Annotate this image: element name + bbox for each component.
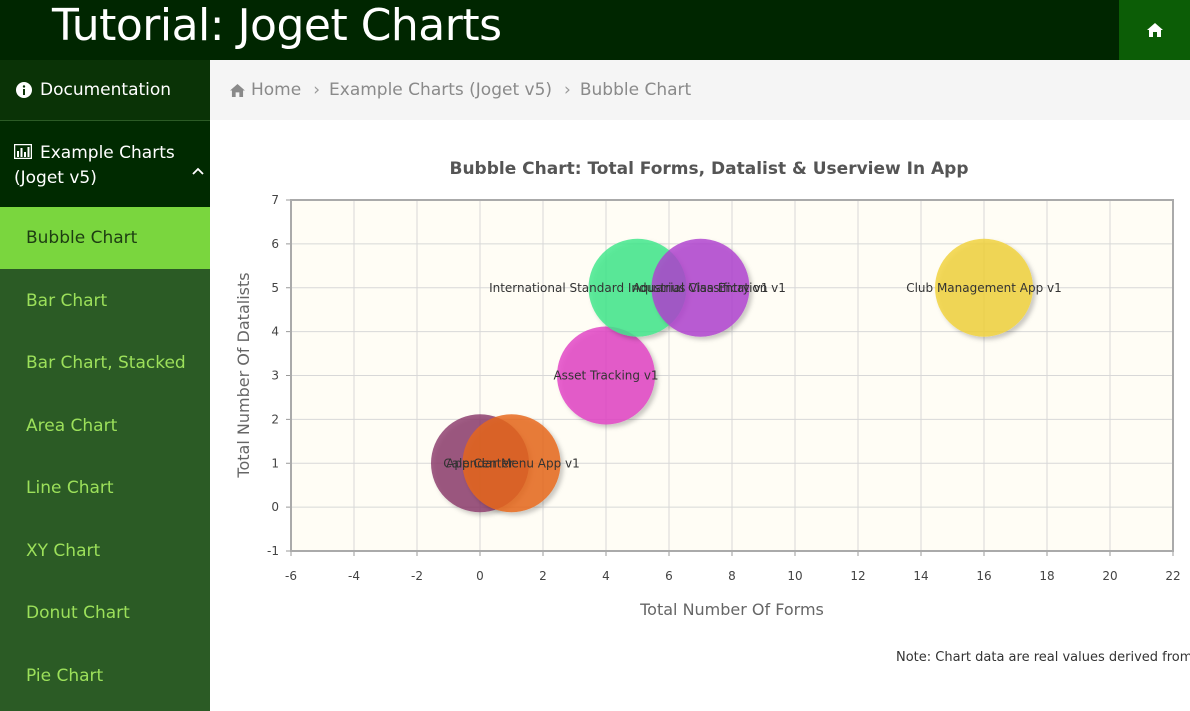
y-tick-label: 0 (271, 500, 279, 514)
bubble-label: Aquarius Visa Entry v1 (633, 281, 769, 295)
x-tick-label: 6 (665, 569, 673, 583)
home-button[interactable] (1119, 0, 1190, 60)
sidebar-item-label: Bar Chart, Stacked (26, 353, 186, 373)
chart-note: Note: Chart data are real values derived… (896, 650, 1190, 665)
sidebar-group-label: Example Charts (Joget v5) (14, 143, 175, 188)
x-tick-label: 8 (728, 569, 736, 583)
x-tick-label: 4 (602, 569, 610, 583)
sidebar-item-label: Documentation (40, 80, 172, 100)
sidebar-item-label: Bubble Chart (26, 228, 138, 248)
sidebar-item-bar-chart-stacked[interactable]: Bar Chart, Stacked (0, 332, 210, 394)
y-tick-label: 1 (271, 456, 279, 470)
y-tick-label: -1 (267, 544, 279, 558)
sidebar-item-label: Pie Chart (26, 666, 104, 686)
x-tick-label: 20 (1102, 569, 1117, 583)
sidebar-item-pie-chart[interactable]: Pie Chart (0, 645, 210, 707)
info-circle-icon (16, 82, 32, 98)
y-tick-label: 3 (271, 369, 279, 383)
chart-container: Bubble Chart: Total Forms, Datalist & Us… (210, 120, 1190, 665)
x-tick-label: 10 (787, 569, 802, 583)
sidebar: Documentation Example Charts (Joget v5) … (0, 60, 210, 711)
x-tick-label: 18 (1039, 569, 1054, 583)
bubble (557, 326, 655, 425)
sidebar-item-label: Bar Chart (26, 291, 108, 311)
x-tick-label: 14 (913, 569, 928, 583)
y-tick-label: 2 (271, 412, 279, 426)
bubble (462, 414, 561, 513)
x-tick-label: 22 (1165, 569, 1180, 583)
home-icon (1146, 23, 1163, 37)
sidebar-item-label: XY Chart (26, 541, 101, 561)
breadcrumb-section[interactable]: Example Charts (Joget v5) (329, 80, 553, 100)
bar-chart-icon (14, 144, 32, 159)
sidebar-group-example-charts[interactable]: Example Charts (Joget v5) (0, 121, 210, 207)
x-tick-label: 2 (539, 569, 547, 583)
y-axis-label: Total Number Of Datalists (234, 272, 253, 478)
bubble-label: International Standard Industrial Classi… (489, 281, 786, 295)
sidebar-item-label: Area Chart (26, 416, 118, 436)
chart-title: Bubble Chart: Total Forms, Datalist & Us… (450, 159, 969, 179)
x-tick-label: -6 (285, 569, 297, 583)
sidebar-item-xy-chart[interactable]: XY Chart (0, 520, 210, 582)
bubble-label: Calendar Menu App v1 (443, 456, 580, 470)
plot-border (290, 199, 1174, 552)
chevron-right-icon: › (564, 80, 571, 100)
y-tick-label: 5 (271, 281, 279, 295)
bubble-label: Club Management App v1 (906, 281, 1062, 295)
x-tick-label: 16 (976, 569, 991, 583)
sidebar-item-bar-chart[interactable]: Bar Chart (0, 270, 210, 332)
y-tick-label: 4 (271, 325, 279, 339)
sidebar-item-documentation[interactable]: Documentation (0, 60, 210, 120)
x-axis-label: Total Number Of Forms (639, 600, 824, 619)
chevron-up-icon (192, 167, 204, 175)
breadcrumb: Home › Example Charts (Joget v5) › Bubbl… (210, 60, 1190, 120)
sidebar-item-label: Donut Chart (26, 603, 130, 623)
sidebar-item-bubble-chart[interactable]: Bubble Chart (0, 207, 210, 269)
home-icon (230, 83, 245, 97)
x-tick-label: 0 (476, 569, 484, 583)
x-tick-label: 12 (850, 569, 865, 583)
breadcrumb-current: Bubble Chart (579, 80, 692, 100)
sidebar-item-area-chart[interactable]: Area Chart (0, 395, 210, 457)
y-tick-label: 6 (271, 237, 279, 251)
sidebar-item-line-chart[interactable]: Line Chart (0, 457, 210, 519)
breadcrumb-home[interactable]: Home (251, 80, 302, 100)
bubble (935, 238, 1033, 337)
chevron-right-icon: › (313, 80, 321, 100)
bubble (651, 238, 750, 337)
y-tick-label: 7 (271, 193, 279, 207)
app-title: Tutorial: Joget Charts (52, 0, 502, 51)
top-header: Tutorial: Joget Charts (0, 0, 1190, 60)
x-tick-label: -2 (411, 569, 423, 583)
bubble-label: App Center (446, 456, 514, 470)
sidebar-item-label: Line Chart (26, 478, 114, 498)
bubble-chart: Bubble Chart: Total Forms, Datalist & Us… (234, 159, 1181, 619)
sidebar-item-donut-chart[interactable]: Donut Chart (0, 582, 210, 644)
x-tick-label: -4 (348, 569, 360, 583)
bubble-label: Asset Tracking v1 (553, 369, 658, 383)
